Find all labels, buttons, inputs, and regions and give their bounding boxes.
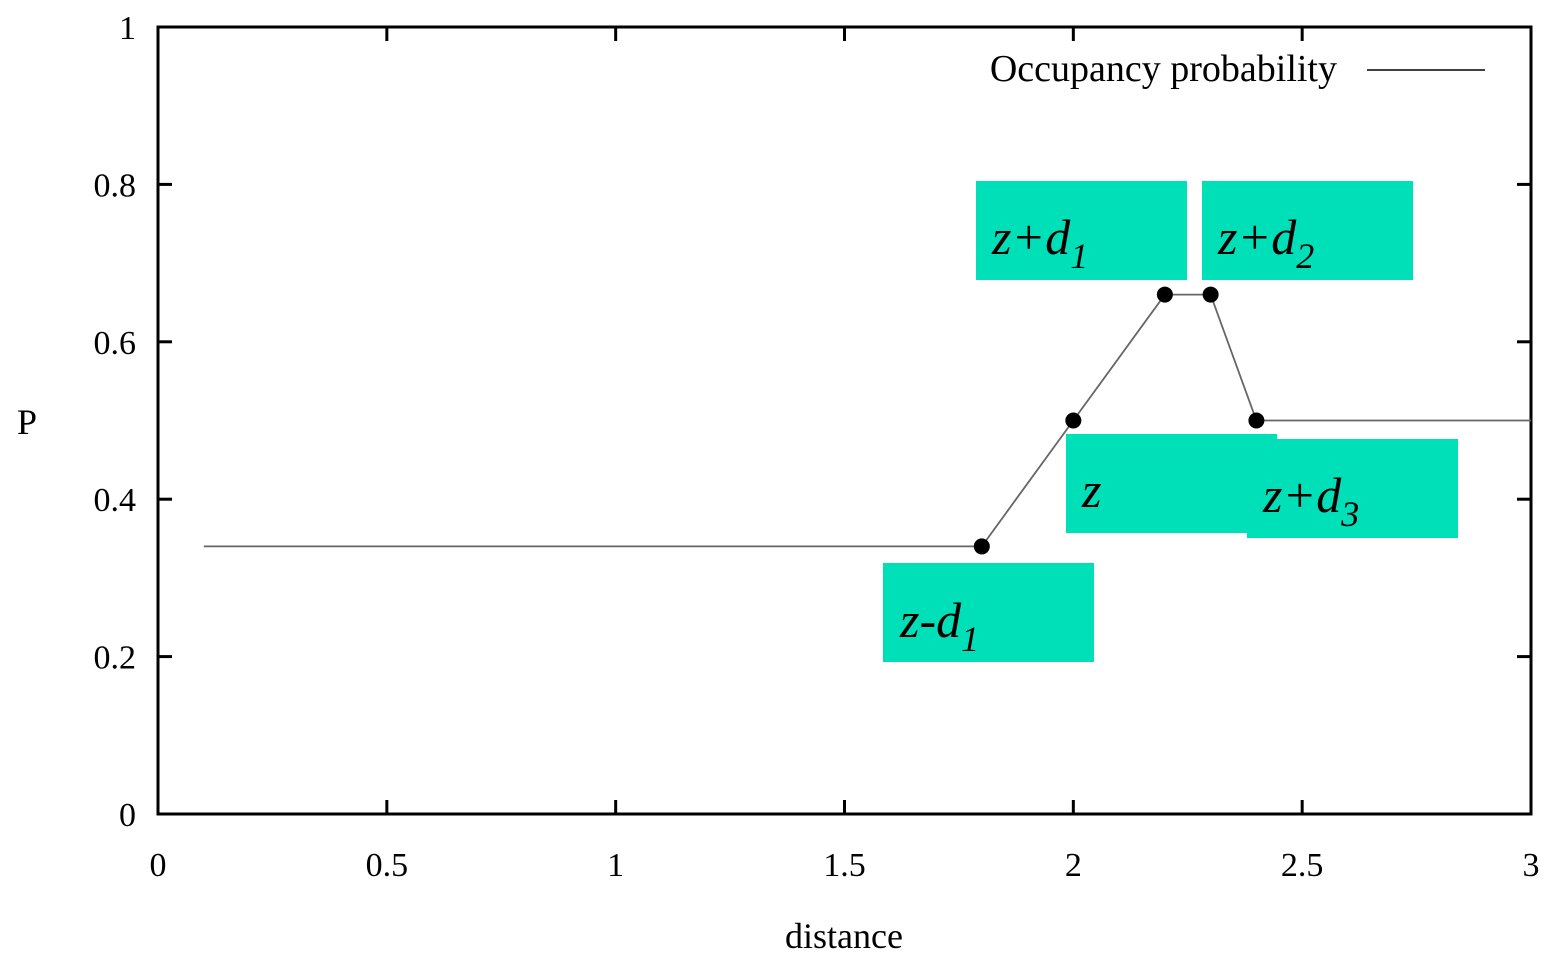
annotation-label: z-d1 bbox=[899, 592, 979, 659]
y-axis-label: P bbox=[17, 402, 37, 442]
x-tick-label: 0 bbox=[150, 847, 167, 884]
annotation-label: z+d3 bbox=[1262, 467, 1359, 534]
annotation-box bbox=[1247, 439, 1458, 538]
data-point bbox=[1156, 286, 1173, 303]
x-tick-label: 2 bbox=[1065, 847, 1082, 884]
annotation-box bbox=[883, 563, 1094, 662]
annotation-box bbox=[976, 181, 1187, 280]
data-point bbox=[1202, 286, 1219, 303]
annotation-label: z+d2 bbox=[1217, 209, 1314, 276]
annotation-label: z+d1 bbox=[991, 209, 1088, 276]
data-point bbox=[1065, 412, 1082, 429]
data-point bbox=[973, 538, 990, 555]
x-tick-label: 1.5 bbox=[823, 847, 866, 884]
legend-label: Occupancy probability bbox=[990, 48, 1337, 90]
annotation-label: z bbox=[1081, 462, 1101, 518]
x-tick-label: 1 bbox=[607, 847, 624, 884]
axis-ticks: 0 0.5 1 1.5 2 2.5 3 0 0.2 0.4 0.6 0.8 1 bbox=[94, 10, 1540, 884]
x-tick-label: 3 bbox=[1523, 847, 1540, 884]
y-tick-label: 0.8 bbox=[94, 167, 137, 204]
y-tick-label: 0.2 bbox=[94, 640, 137, 677]
data-point bbox=[1248, 412, 1265, 429]
y-tick-label: 0.4 bbox=[94, 482, 137, 519]
legend: Occupancy probability bbox=[990, 48, 1485, 90]
plot-area bbox=[156, 25, 1533, 816]
annotation-boxes: z-d1 z z+d1 z+d2 z+d3 bbox=[883, 181, 1458, 662]
x-axis-label: distance bbox=[785, 916, 903, 956]
y-tick-label: 0.6 bbox=[94, 325, 137, 362]
x-tick-label: 0.5 bbox=[366, 847, 409, 884]
y-tick-label: 1 bbox=[119, 10, 136, 47]
annotation-box bbox=[1066, 434, 1277, 533]
y-tick-label: 0 bbox=[119, 797, 136, 834]
annotation-box bbox=[1202, 181, 1413, 280]
x-tick-label: 2.5 bbox=[1281, 847, 1324, 884]
